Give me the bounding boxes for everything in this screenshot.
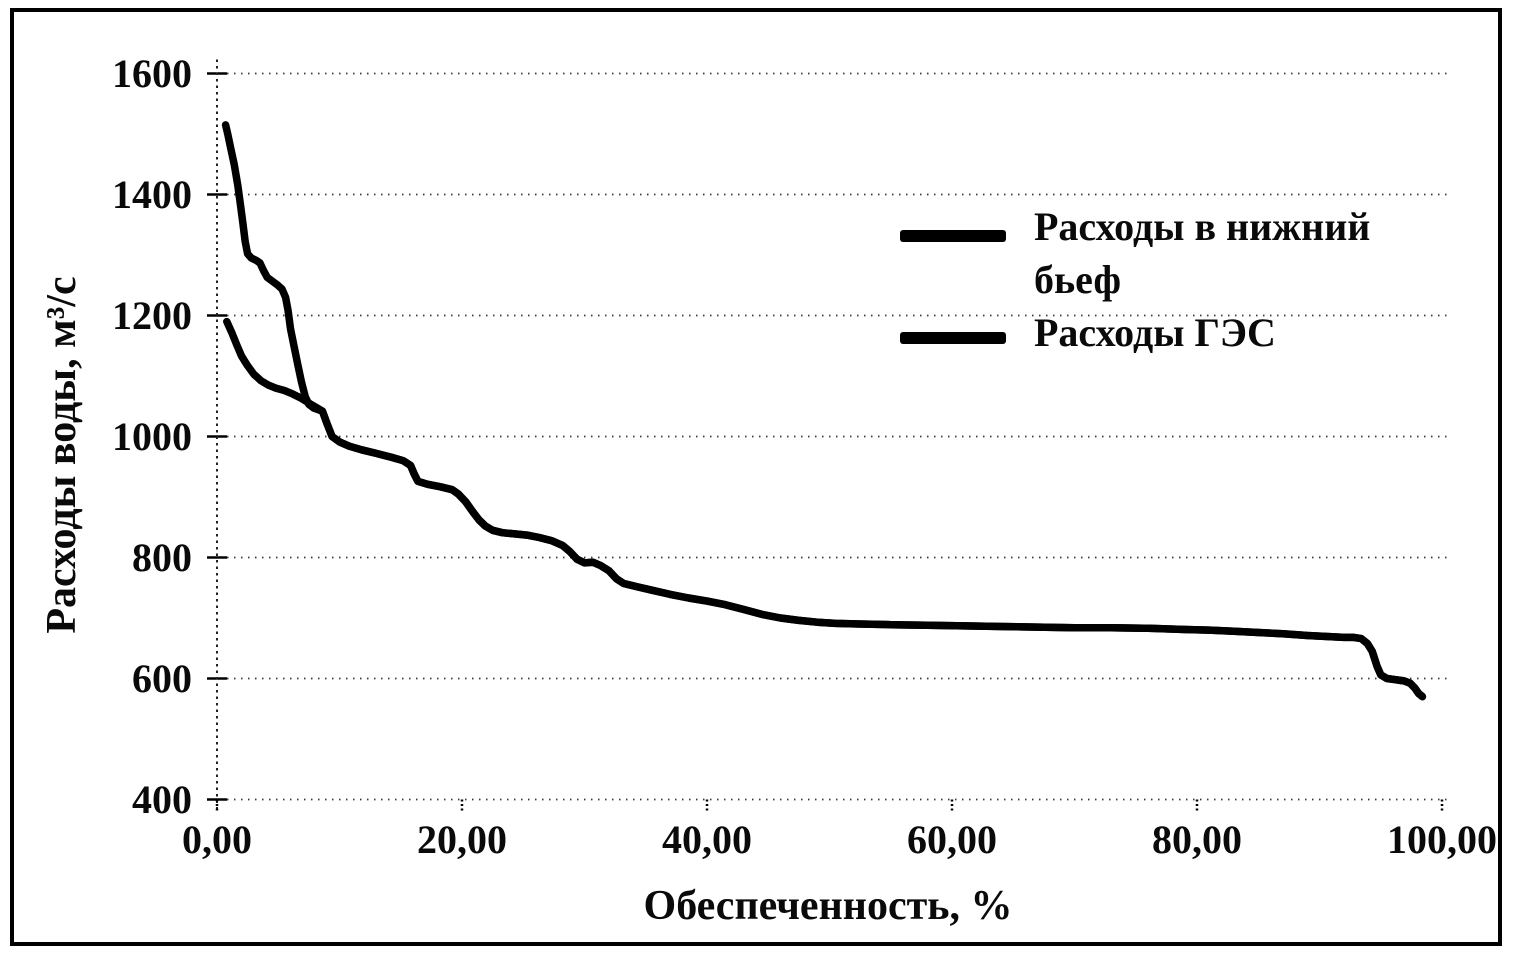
y-tick-label-1600: 1600 [112,50,192,96]
y-tick-label-1200: 1200 [112,292,192,338]
legend-line-swatch-tailwater [900,230,1006,242]
x-axis-title: Обеспеченность, % [643,883,1013,929]
x-tick-label-0,00: 0,00 [182,817,252,862]
x-tick-label-80,00: 80,00 [1152,817,1242,862]
legend-label-hpp: Расходы ГЭС [1034,310,1276,355]
x-tick-label-40,00: 40,00 [662,817,752,862]
legend-label-tailwater: Расходы в нижний бьеф [1034,204,1371,302]
y-tick-label-800: 800 [132,534,192,580]
x-tick-label-60,00: 60,00 [907,817,997,862]
chart-outer-frame [10,8,1502,946]
legend-line-swatch-hpp [900,332,1006,344]
y-tick-label-1000: 1000 [112,413,192,459]
series-line-1 [223,317,1427,701]
y-tick-label-400: 400 [132,776,192,822]
x-tick-label-20,00: 20,00 [417,817,507,862]
x-tick-label-100,00: 100,00 [1387,817,1497,862]
y-tick-label-600: 600 [132,655,192,701]
y-axis-title: Расходы воды, м³/с [39,276,85,634]
y-tick-label-1400: 1400 [112,171,192,217]
